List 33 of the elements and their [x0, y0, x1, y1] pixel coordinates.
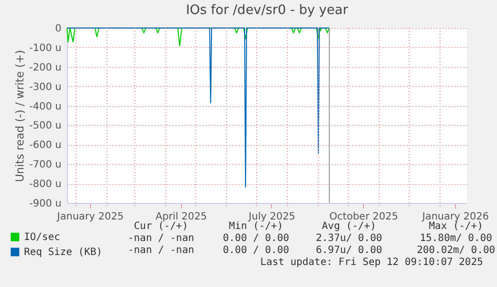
y-tick-label: -300 u: [29, 82, 62, 93]
x-tick-label: April 2025: [155, 212, 207, 222]
y-tick-label: -900 u: [29, 198, 62, 210]
line-series: [66, 28, 330, 188]
y-tick-label: -700 u: [29, 160, 62, 171]
text: 6.97u/ 0.00: [316, 245, 382, 257]
y-tick-label: -500 u: [29, 120, 62, 132]
y-axis-title: Units read (-) / write (+): [13, 50, 26, 182]
y-tick-label: -800 u: [29, 179, 62, 190]
text: 0.00 / 0.00: [222, 245, 290, 257]
legend-label: IO/sec: [24, 232, 60, 243]
x-tick-label: January 2025: [56, 212, 124, 222]
text: 2.37u/ 0.00: [316, 233, 382, 245]
text: Last update: Fri Sep 12 09:10:07 2025: [260, 257, 483, 269]
legend-label: Req Size (KB): [24, 247, 102, 258]
y-tick-label: -600 u: [29, 140, 62, 152]
text: Max (-/+): [428, 221, 484, 233]
text: 0.00 / 0.00: [222, 233, 290, 245]
y-tick-label: 0: [55, 24, 62, 34]
x-tick-label: October 2025: [329, 212, 398, 222]
text: -nan / -nan: [128, 245, 194, 257]
chart-title: IOs for /dev/sr0 - by year: [186, 3, 349, 18]
y-tick-label: -400 u: [29, 101, 62, 112]
x-tick-label: July 2025: [248, 212, 296, 222]
text: Cur (-/+): [134, 221, 188, 233]
x-tick-label: January 2026: [421, 212, 489, 222]
y-tick-label: -200 u: [29, 62, 62, 74]
text: 200.02m/ 0.00: [416, 245, 496, 257]
text: Min (-/+): [228, 221, 284, 233]
text: 15.80m/ 0.00: [420, 233, 492, 245]
y-tick-label: -100 u: [29, 42, 62, 54]
text: -nan / -nan: [128, 233, 194, 245]
text: Avg (-/+): [322, 221, 376, 233]
